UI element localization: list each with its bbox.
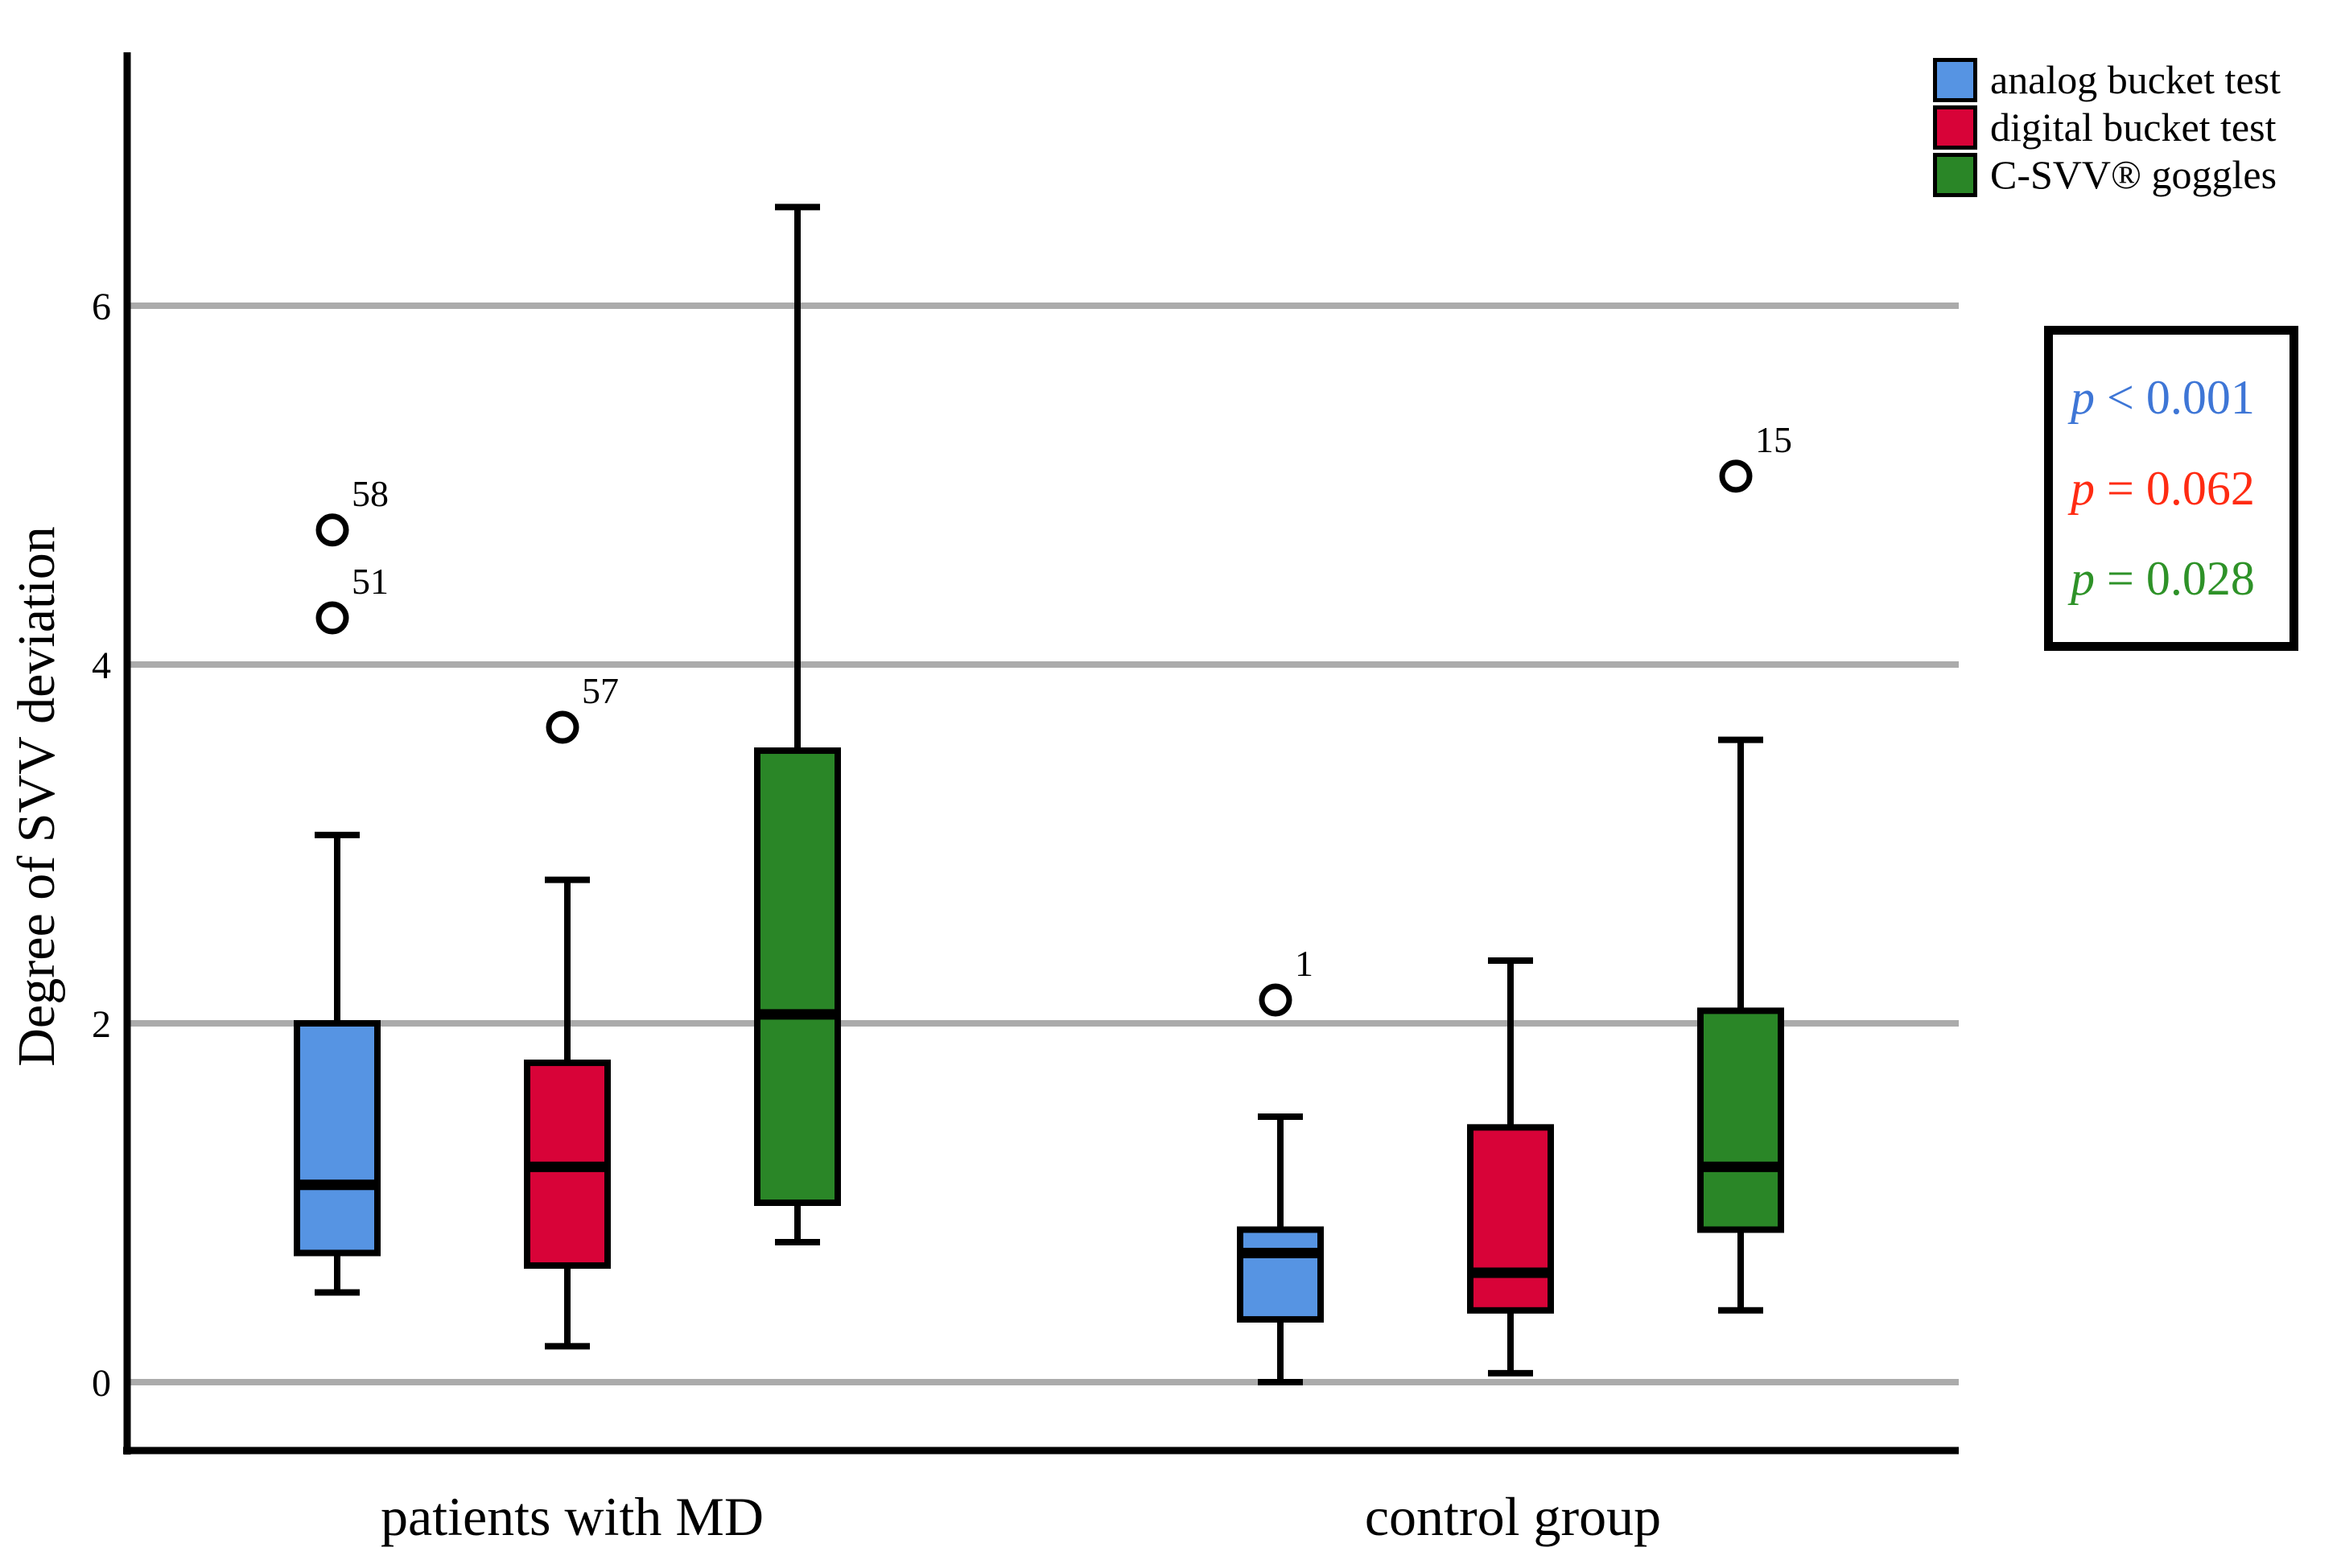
p-value-box: p < 0.001 p = 0.062 p = 0.028 xyxy=(2044,326,2298,651)
y-tick-label-4: 4 xyxy=(92,644,111,687)
legend-label-goggles: C-SVV® goggles xyxy=(1990,152,2277,197)
outlier-marker-1 xyxy=(1259,983,1292,1017)
y-tick-label-6: 6 xyxy=(92,286,111,328)
legend-item-digital: digital bucket test xyxy=(1933,104,2281,151)
outlier-marker-15 xyxy=(1719,459,1753,493)
box-series2-group1 xyxy=(1697,1007,1784,1233)
outlier-label-57: 57 xyxy=(582,670,619,711)
x-group-label-control: control group xyxy=(1364,1486,1662,1547)
box-series0-group1 xyxy=(1237,1226,1324,1323)
outlier-marker-58 xyxy=(315,513,349,547)
legend-swatch-goggles xyxy=(1933,153,1977,197)
legend-label-analog: analog bucket test xyxy=(1990,57,2281,102)
y-axis-title: Degree of SVV deviation xyxy=(7,526,66,1067)
y-tick-label-2: 2 xyxy=(92,1003,111,1046)
legend-item-analog: analog bucket test xyxy=(1933,56,2281,104)
legend: analog bucket test digital bucket test C… xyxy=(1933,56,2281,199)
box-series1-group1 xyxy=(1467,1124,1554,1314)
p-value-digital: p = 0.062 xyxy=(2071,461,2255,515)
legend-item-goggles: C-SVV® goggles xyxy=(1933,151,2281,199)
legend-swatch-analog xyxy=(1933,58,1977,102)
p-value-goggles: p = 0.028 xyxy=(2071,552,2255,606)
outlier-label-15: 15 xyxy=(1755,419,1792,460)
box-series0-group0 xyxy=(294,1020,381,1257)
outlier-label-51: 51 xyxy=(352,561,389,602)
x-group-label-patients: patients with MD xyxy=(381,1486,764,1547)
outlier-label-58: 58 xyxy=(352,473,389,514)
outlier-marker-51 xyxy=(315,601,349,635)
outlier-marker-57 xyxy=(546,710,579,744)
y-tick-label-0: 0 xyxy=(92,1362,111,1405)
legend-swatch-digital xyxy=(1933,105,1977,150)
legend-label-digital: digital bucket test xyxy=(1990,105,2277,150)
p-value-analog: p < 0.001 xyxy=(2071,370,2255,424)
outlier-label-1: 1 xyxy=(1295,943,1313,984)
box-series2-group0 xyxy=(754,747,841,1206)
